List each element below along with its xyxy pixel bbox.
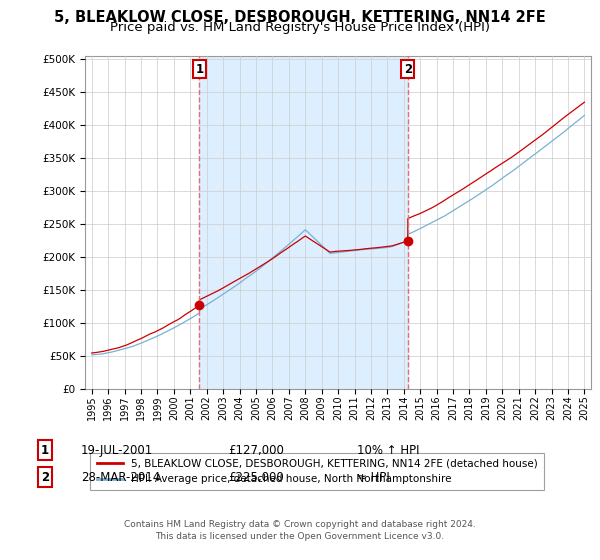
Legend: 5, BLEAKLOW CLOSE, DESBOROUGH, KETTERING, NN14 2FE (detached house), HPI: Averag: 5, BLEAKLOW CLOSE, DESBOROUGH, KETTERING…: [91, 452, 544, 491]
Text: 1: 1: [41, 444, 49, 457]
Text: 28-MAR-2014: 28-MAR-2014: [81, 470, 160, 484]
Text: Price paid vs. HM Land Registry's House Price Index (HPI): Price paid vs. HM Land Registry's House …: [110, 21, 490, 34]
Text: This data is licensed under the Open Government Licence v3.0.: This data is licensed under the Open Gov…: [155, 532, 445, 541]
Text: 19-JUL-2001: 19-JUL-2001: [81, 444, 153, 457]
Text: £127,000: £127,000: [228, 444, 284, 457]
Text: 10% ↑ HPI: 10% ↑ HPI: [357, 444, 419, 457]
Bar: [199, 56, 408, 389]
Text: 5, BLEAKLOW CLOSE, DESBOROUGH, KETTERING, NN14 2FE: 5, BLEAKLOW CLOSE, DESBOROUGH, KETTERING…: [54, 10, 546, 25]
Text: ≈ HPI: ≈ HPI: [357, 470, 390, 484]
Text: Contains HM Land Registry data © Crown copyright and database right 2024.: Contains HM Land Registry data © Crown c…: [124, 520, 476, 529]
Text: 1: 1: [195, 63, 203, 76]
Text: £225,000: £225,000: [228, 470, 284, 484]
Text: 2: 2: [41, 470, 49, 484]
Text: 2: 2: [404, 63, 412, 76]
